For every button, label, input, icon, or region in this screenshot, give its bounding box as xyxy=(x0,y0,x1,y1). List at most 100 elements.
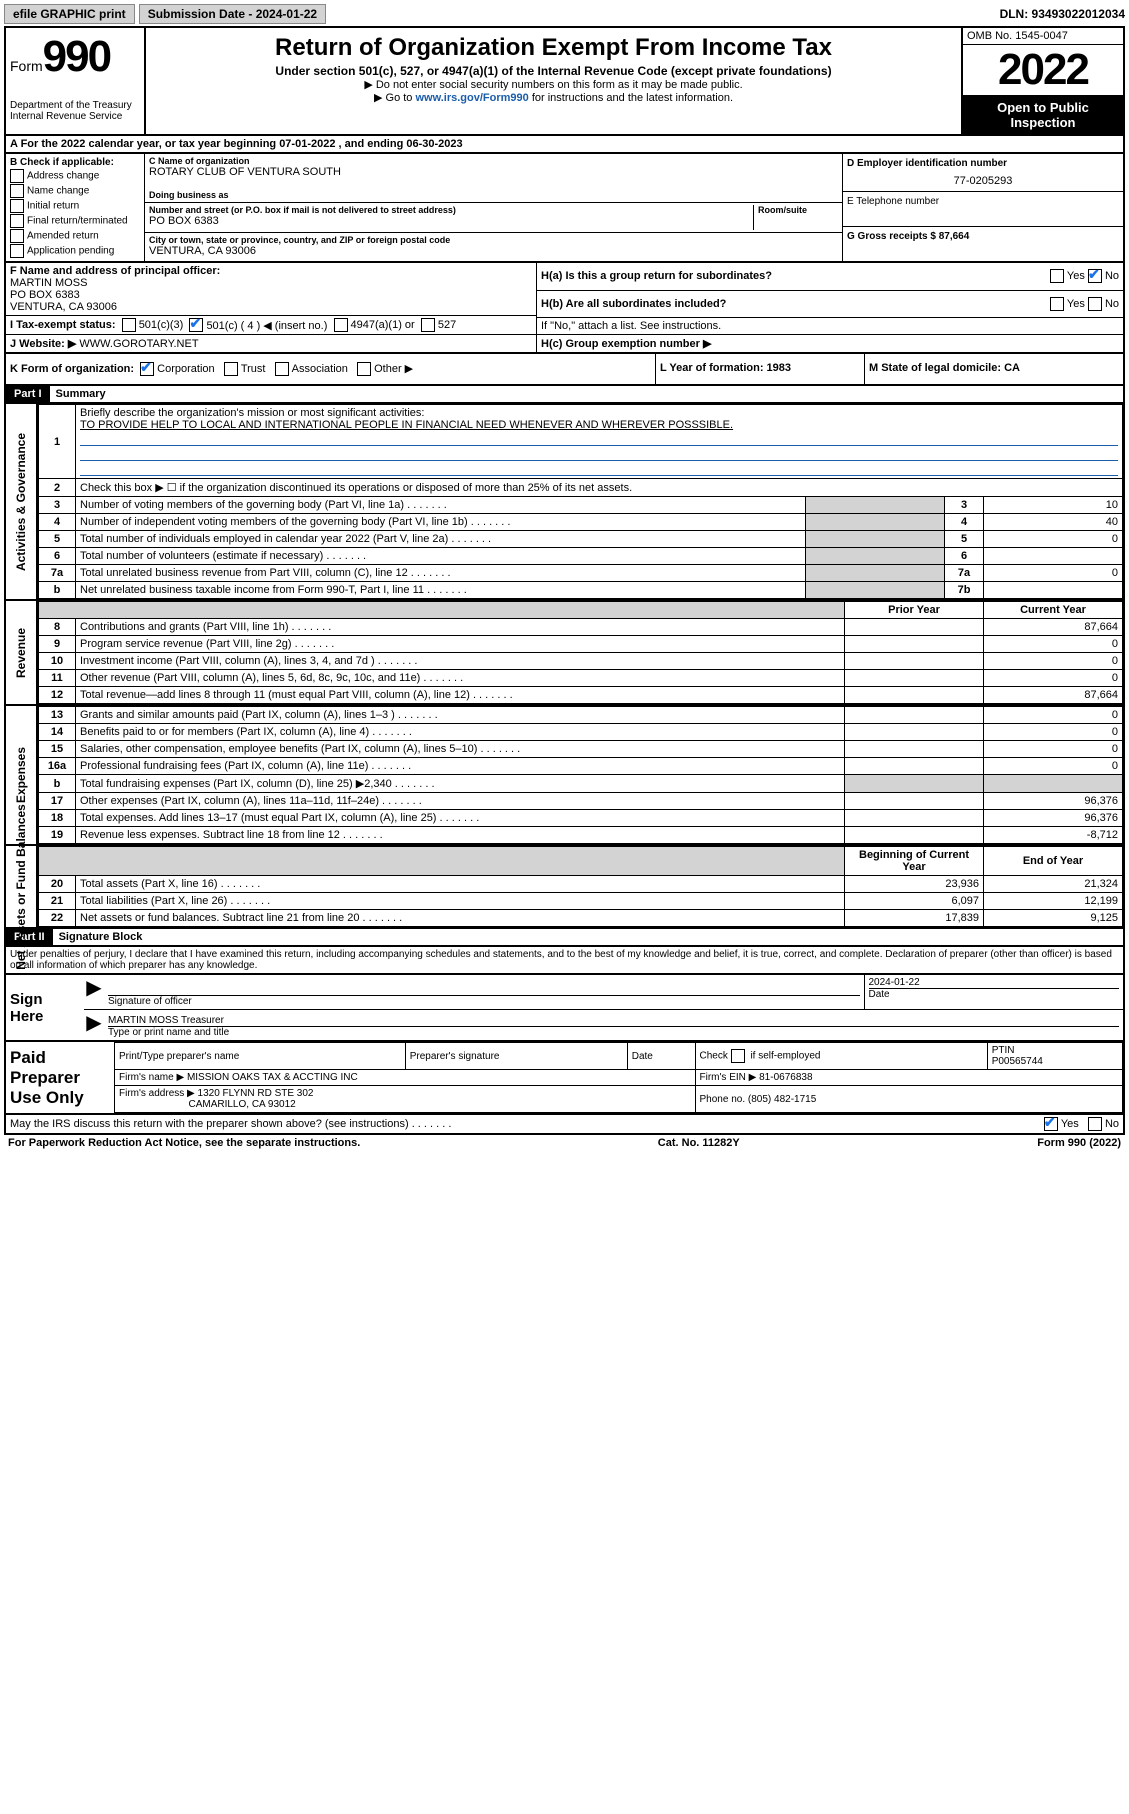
room-label: Room/suite xyxy=(758,205,838,215)
firm-addr2: CAMARILLO, CA 93012 xyxy=(188,1099,295,1110)
k-assoc[interactable] xyxy=(275,362,289,376)
row-prior: 17,839 xyxy=(845,910,984,927)
footer-mid: Cat. No. 11282Y xyxy=(658,1137,740,1149)
side-exp: Expenses xyxy=(14,747,28,803)
row-num: 8 xyxy=(39,619,76,636)
paid-preparer-label: Paid Preparer Use Only xyxy=(6,1042,114,1113)
k-trust[interactable] xyxy=(224,362,238,376)
row-num: 11 xyxy=(39,670,76,687)
row-desc: Salaries, other compensation, employee b… xyxy=(76,741,845,758)
line-a: A For the 2022 calendar year, or tax yea… xyxy=(4,136,1125,154)
row-prior xyxy=(845,827,984,844)
chk-501c[interactable] xyxy=(189,318,203,332)
part1-header-row: Part I Summary xyxy=(4,386,1125,404)
row-prior xyxy=(845,741,984,758)
m-label: M State of legal domicile: CA xyxy=(869,362,1020,374)
hdr-curr: Current Year xyxy=(984,602,1123,619)
row-num: 17 xyxy=(39,793,76,810)
e-label: E Telephone number xyxy=(847,196,1119,207)
governance-section: Activities & Governance 1 Briefly descri… xyxy=(4,404,1125,601)
chk-501c3[interactable] xyxy=(122,318,136,332)
row-desc: Total revenue—add lines 8 through 11 (mu… xyxy=(76,687,845,704)
paid-preparer-block: Paid Preparer Use Only Print/Type prepar… xyxy=(4,1042,1125,1115)
row-desc: Number of voting members of the governin… xyxy=(76,497,806,514)
chk-amended-return[interactable]: Amended return xyxy=(10,229,140,243)
q2-label: Check this box ▶ ☐ if the organization d… xyxy=(76,479,1123,497)
discuss-no[interactable] xyxy=(1088,1117,1102,1131)
ha-no[interactable] xyxy=(1088,269,1102,283)
row-num: 6 xyxy=(39,548,76,565)
hdr-prior: Prior Year xyxy=(845,602,984,619)
row-prior xyxy=(845,724,984,741)
officer-addr2: VENTURA, CA 93006 xyxy=(10,301,117,313)
row-num: 15 xyxy=(39,741,76,758)
sign-here-block: Sign Here ▶ Signature of officer 2024-01… xyxy=(4,975,1125,1042)
tax-year: 2022 xyxy=(963,45,1123,96)
row-num: 21 xyxy=(39,893,76,910)
firm-addr-label: Firm's address ▶ xyxy=(119,1088,195,1099)
i-label: I Tax-exempt status: xyxy=(10,319,116,331)
row-num: 22 xyxy=(39,910,76,927)
irs-discuss-row: May the IRS discuss this return with the… xyxy=(4,1115,1125,1135)
k-other[interactable] xyxy=(357,362,371,376)
ha-yes[interactable] xyxy=(1050,269,1064,283)
row-curr: 21,324 xyxy=(984,876,1123,893)
q1-label: Briefly describe the organization's miss… xyxy=(80,407,424,419)
top-bar: efile GRAPHIC print Submission Date - 20… xyxy=(4,4,1125,28)
chk-final-return[interactable]: Final return/terminated xyxy=(10,214,140,228)
row-val xyxy=(984,548,1123,565)
part1-header: Part I xyxy=(6,386,50,402)
prep-ptin: PTINP00565744 xyxy=(987,1043,1122,1070)
row-desc: Number of independent voting members of … xyxy=(76,514,806,531)
chk-initial-return[interactable]: Initial return xyxy=(10,199,140,213)
website-value: WWW.GOROTARY.NET xyxy=(79,338,198,350)
firm-name: MISSION OAKS TAX & ACCTING INC xyxy=(187,1072,358,1083)
chk-self-employed[interactable] xyxy=(731,1049,745,1063)
row-val: 0 xyxy=(984,531,1123,548)
row-curr: 96,376 xyxy=(984,810,1123,827)
chk-name-change[interactable]: Name change xyxy=(10,184,140,198)
row-val xyxy=(984,582,1123,599)
discuss-yes[interactable] xyxy=(1044,1117,1058,1131)
row-prior xyxy=(845,653,984,670)
row-curr: 12,199 xyxy=(984,893,1123,910)
net-assets-section: Net Assets or Fund Balances Beginning of… xyxy=(4,846,1125,929)
section-k-l-m: K Form of organization: Corporation Trus… xyxy=(4,354,1125,386)
row-curr: 0 xyxy=(984,707,1123,724)
officer-name: MARTIN MOSS xyxy=(10,277,87,289)
row-box: 5 xyxy=(945,531,984,548)
row-desc: Total unrelated business revenue from Pa… xyxy=(76,565,806,582)
row-desc: Net assets or fund balances. Subtract li… xyxy=(76,910,845,927)
row-num: 19 xyxy=(39,827,76,844)
prep-h3: Date xyxy=(627,1043,695,1070)
row-num: b xyxy=(39,582,76,599)
k-corp[interactable] xyxy=(140,362,154,376)
dln: DLN: 93493022012034 xyxy=(1000,7,1125,21)
ein-value: 77-0205293 xyxy=(847,175,1119,187)
form-subtitle: Under section 501(c), 527, or 4947(a)(1)… xyxy=(156,64,951,78)
org-name: ROTARY CLUB OF VENTURA SOUTH xyxy=(149,166,838,178)
irs-link[interactable]: www.irs.gov/Form990 xyxy=(415,92,528,104)
row-box: 7b xyxy=(945,582,984,599)
chk-4947[interactable] xyxy=(334,318,348,332)
chk-address-change[interactable]: Address change xyxy=(10,169,140,183)
hb-yes[interactable] xyxy=(1050,297,1064,311)
city-label: City or town, state or province, country… xyxy=(149,235,838,245)
prep-h4: Check if self-employed xyxy=(695,1043,987,1070)
row-box: 3 xyxy=(945,497,984,514)
row-desc: Other revenue (Part VIII, column (A), li… xyxy=(76,670,845,687)
discuss-question: May the IRS discuss this return with the… xyxy=(10,1118,451,1130)
row-curr: 0 xyxy=(984,670,1123,687)
row-curr: 0 xyxy=(984,758,1123,775)
j-label: J Website: ▶ xyxy=(10,337,76,350)
row-prior xyxy=(845,810,984,827)
hb-no[interactable] xyxy=(1088,297,1102,311)
omb-number: OMB No. 1545-0047 xyxy=(963,28,1123,45)
row-desc: Total number of individuals employed in … xyxy=(76,531,806,548)
officer-name-title: MARTIN MOSS Treasurer xyxy=(108,1015,1119,1026)
chk-application-pending[interactable]: Application pending xyxy=(10,244,140,258)
row-num: 3 xyxy=(39,497,76,514)
row-desc: Grants and similar amounts paid (Part IX… xyxy=(76,707,845,724)
chk-527[interactable] xyxy=(421,318,435,332)
efile-button[interactable]: efile GRAPHIC print xyxy=(4,4,135,24)
